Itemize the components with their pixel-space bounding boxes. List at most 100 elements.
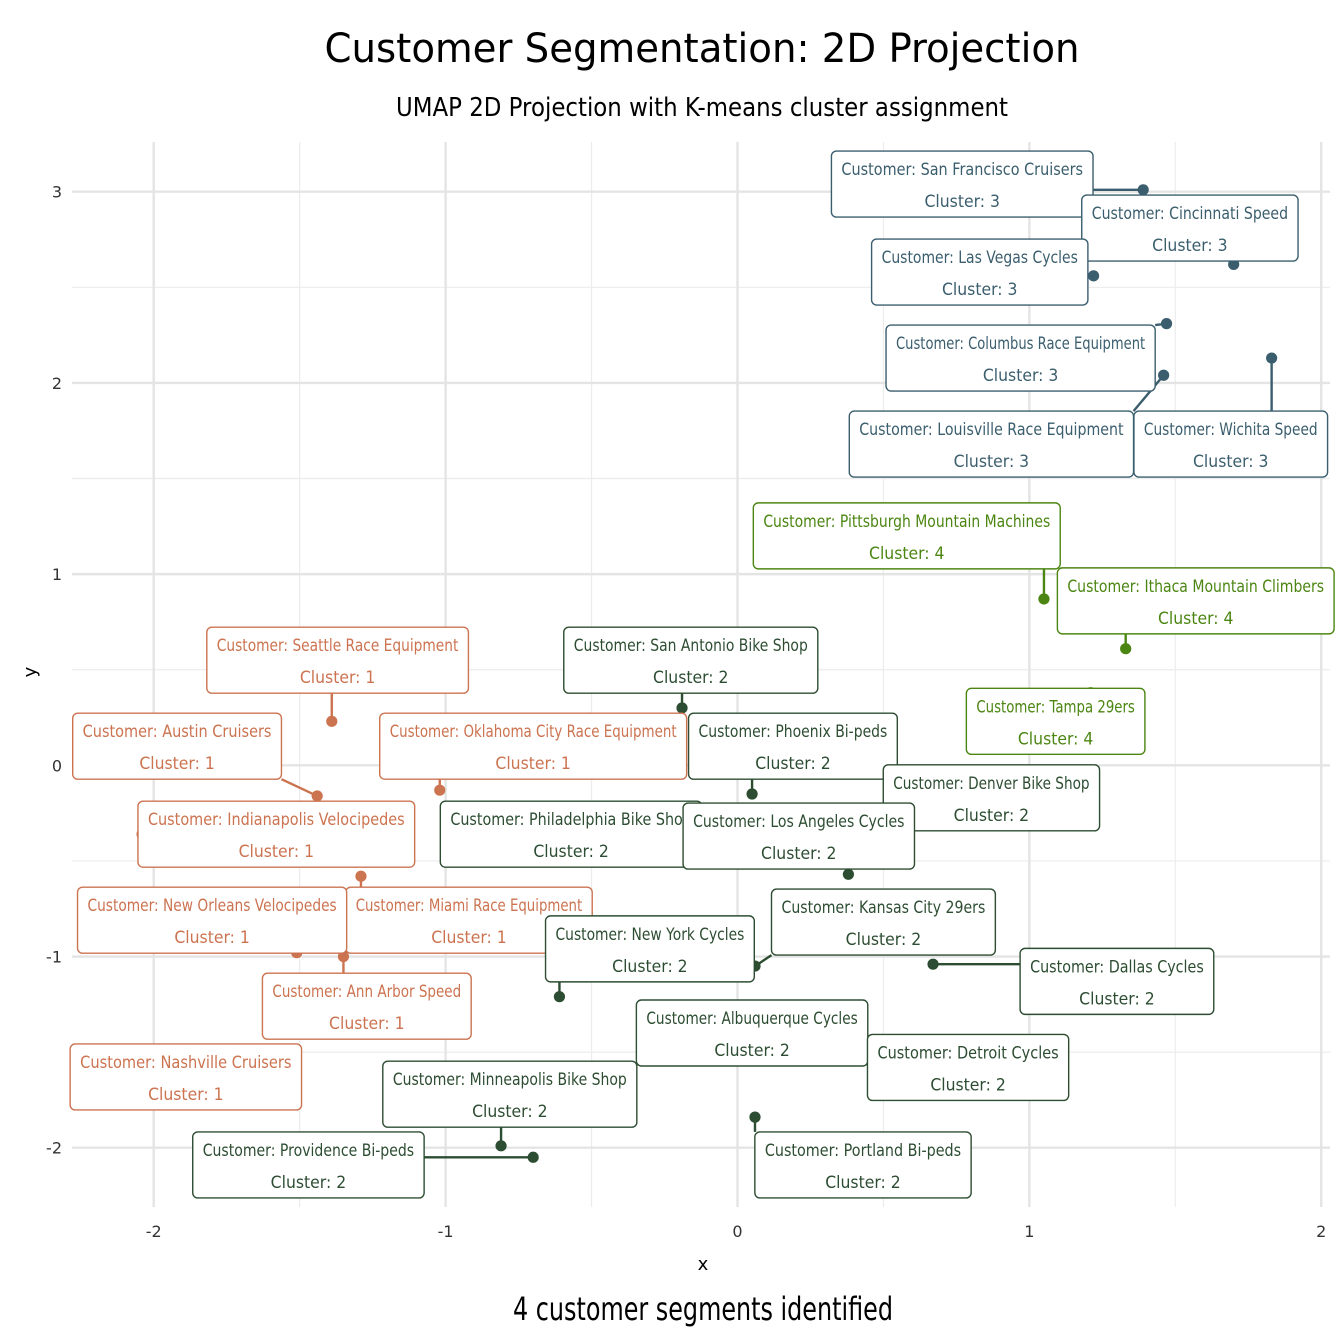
point-label-cluster: Cluster: 1 <box>239 842 315 862</box>
point-label-cluster: Cluster: 2 <box>714 1041 790 1061</box>
point-label: Customer: San Antonio Bike Shop Cluster: … <box>563 626 819 694</box>
point-label-cluster: Cluster: 3 <box>983 366 1059 386</box>
point-label-box <box>379 712 688 780</box>
point-label-cluster: Cluster: 1 <box>431 928 507 948</box>
y-tick-label: 1 <box>52 565 62 584</box>
point-label-customer: Customer: Los Angeles Cycles <box>693 812 905 832</box>
point-label-customer: Customer: Philadelphia Bike Shop <box>450 810 692 830</box>
point-label-box <box>752 502 1061 570</box>
point-label-box <box>137 800 416 868</box>
point-label: Customer: Columbus Race Equipment Cluster… <box>885 324 1156 392</box>
point-label-customer: Customer: San Francisco Cruisers <box>841 160 1083 180</box>
chart-title: Customer Segmentation: 2D Projection <box>325 26 1080 72</box>
data-point <box>311 790 323 802</box>
point-label-box <box>682 802 916 870</box>
point-label-customer: Customer: Cincinnati Speed <box>1092 204 1288 224</box>
point-label-cluster: Cluster: 4 <box>869 544 945 564</box>
point-label-cluster: Cluster: 2 <box>1079 989 1155 1009</box>
x-tick-label: -1 <box>438 1222 454 1241</box>
point-label: Customer: New York Cycles Cluster: 2 <box>544 915 755 983</box>
data-point <box>1038 593 1050 605</box>
x-tick-label: 0 <box>732 1222 742 1241</box>
point-label-customer: Customer: Indianapolis Velocipedes <box>148 810 405 830</box>
point-label-cluster: Cluster: 2 <box>954 806 1030 826</box>
point-label-cluster: Cluster: 2 <box>472 1102 548 1122</box>
point-label-cluster: Cluster: 2 <box>612 957 688 977</box>
point-label: Customer: Phoenix Bi-peds Cluster: 2 <box>687 712 899 780</box>
point-label-box <box>563 626 819 694</box>
point-label-box <box>866 1033 1070 1102</box>
point-label: Customer: Miami Race Equipment Cluster: 1 <box>345 886 593 954</box>
point-label-cluster: Cluster: 2 <box>761 844 837 864</box>
point-label-box <box>69 1043 303 1111</box>
point-label-cluster: Cluster: 3 <box>942 280 1018 300</box>
point-label-customer: Customer: Oklahoma City Race Equipment <box>390 722 677 742</box>
point-label-customer: Customer: Austin Cruisers <box>83 722 272 742</box>
point-label-cluster: Cluster: 1 <box>148 1085 224 1105</box>
point-label-cluster: Cluster: 2 <box>755 754 831 774</box>
point-label-box <box>76 886 348 954</box>
point-label-box <box>1019 947 1215 1016</box>
point-label-box <box>1056 567 1335 635</box>
x-tick-label: 1 <box>1024 1222 1034 1241</box>
chart-subtitle: UMAP 2D Projection with K-means cluster … <box>396 93 1008 123</box>
point-label-box <box>885 324 1156 392</box>
y-axis-label: y <box>20 666 41 677</box>
point-label: Customer: Denver Bike Shop Cluster: 2 <box>882 764 1101 832</box>
point-label-customer: Customer: New York Cycles <box>556 925 745 945</box>
point-label: Customer: Detroit Cycles Cluster: 2 <box>866 1033 1070 1102</box>
point-label: Customer: Minneapolis Bike Shop Cluster: … <box>382 1060 638 1128</box>
point-label: Customer: Las Vegas Cycles Cluster: 3 <box>870 238 1089 306</box>
point-label-customer: Customer: Ithaca Mountain Climbers <box>1067 577 1324 597</box>
point-label: Customer: Tampa 29ers Cluster: 4 <box>965 687 1146 756</box>
point-label-box <box>687 712 899 780</box>
point-label: Customer: Ithaca Mountain Climbers Cluste… <box>1056 567 1335 635</box>
data-point <box>746 788 758 800</box>
point-label: Customer: Seattle Race Equipment Cluster:… <box>206 626 470 694</box>
point-label-box <box>72 712 283 780</box>
data-point <box>527 1151 539 1163</box>
y-tick-label: 3 <box>52 183 62 202</box>
x-tick-label: 2 <box>1316 1222 1326 1241</box>
point-label-customer: Customer: Albuquerque Cycles <box>646 1009 858 1029</box>
point-label-cluster: Cluster: 2 <box>930 1075 1006 1095</box>
point-label: Customer: Kansas City 29ers Cluster: 2 <box>770 888 997 956</box>
point-label: Customer: Pittsburgh Mountain Machines Cl… <box>752 502 1061 570</box>
point-label: Customer: Dallas Cycles Cluster: 2 <box>1019 947 1215 1016</box>
data-point <box>842 868 854 880</box>
data-point <box>1120 643 1132 655</box>
data-point <box>749 1111 761 1123</box>
point-label-box <box>382 1060 638 1128</box>
point-label: Customer: Louisville Race Equipment Clust… <box>848 410 1135 478</box>
point-label-customer: Customer: Miami Race Equipment <box>356 896 583 916</box>
point-label-box <box>1133 410 1329 478</box>
data-point <box>1137 184 1149 196</box>
data-point <box>1158 369 1170 381</box>
point-label-cluster: Cluster: 1 <box>300 668 376 688</box>
axes: -2 -1 0 1 2 -2 -1 0 1 2 3 <box>46 183 1326 1241</box>
data-point <box>553 991 566 1003</box>
point-label-box <box>870 238 1089 306</box>
point-label-customer: Customer: Minneapolis Bike Shop <box>393 1070 627 1090</box>
point-label-customer: Customer: Ann Arbor Speed <box>272 982 461 1002</box>
data-point <box>355 870 367 882</box>
point-label-cluster: Cluster: 3 <box>924 192 1000 212</box>
point-label-customer: Customer: Las Vegas Cycles <box>882 248 1078 268</box>
y-tick-label: 0 <box>52 756 62 775</box>
label-segment <box>280 778 318 798</box>
data-point <box>434 784 446 796</box>
point-label-cluster: Cluster: 2 <box>271 1173 347 1193</box>
x-axis-label: x <box>698 1254 709 1275</box>
point-label-customer: Customer: Pittsburgh Mountain Machines <box>763 512 1050 532</box>
point-label-customer: Customer: Louisville Race Equipment <box>859 420 1124 440</box>
point-label-box <box>206 626 470 694</box>
point-label-cluster: Cluster: 1 <box>495 754 571 774</box>
point-label-box <box>882 764 1101 832</box>
point-label-box <box>754 1131 972 1199</box>
point-label-customer: Customer: Wichita Speed <box>1144 420 1318 440</box>
point-label-customer: Customer: Providence Bi-peds <box>203 1141 415 1161</box>
point-label: Customer: Austin Cruisers Cluster: 1 <box>72 712 283 780</box>
point-label-cluster: Cluster: 3 <box>1152 236 1228 256</box>
y-tick-label: -2 <box>46 1139 62 1158</box>
point-label: Customer: Oklahoma City Race Equipment Cl… <box>379 712 688 780</box>
